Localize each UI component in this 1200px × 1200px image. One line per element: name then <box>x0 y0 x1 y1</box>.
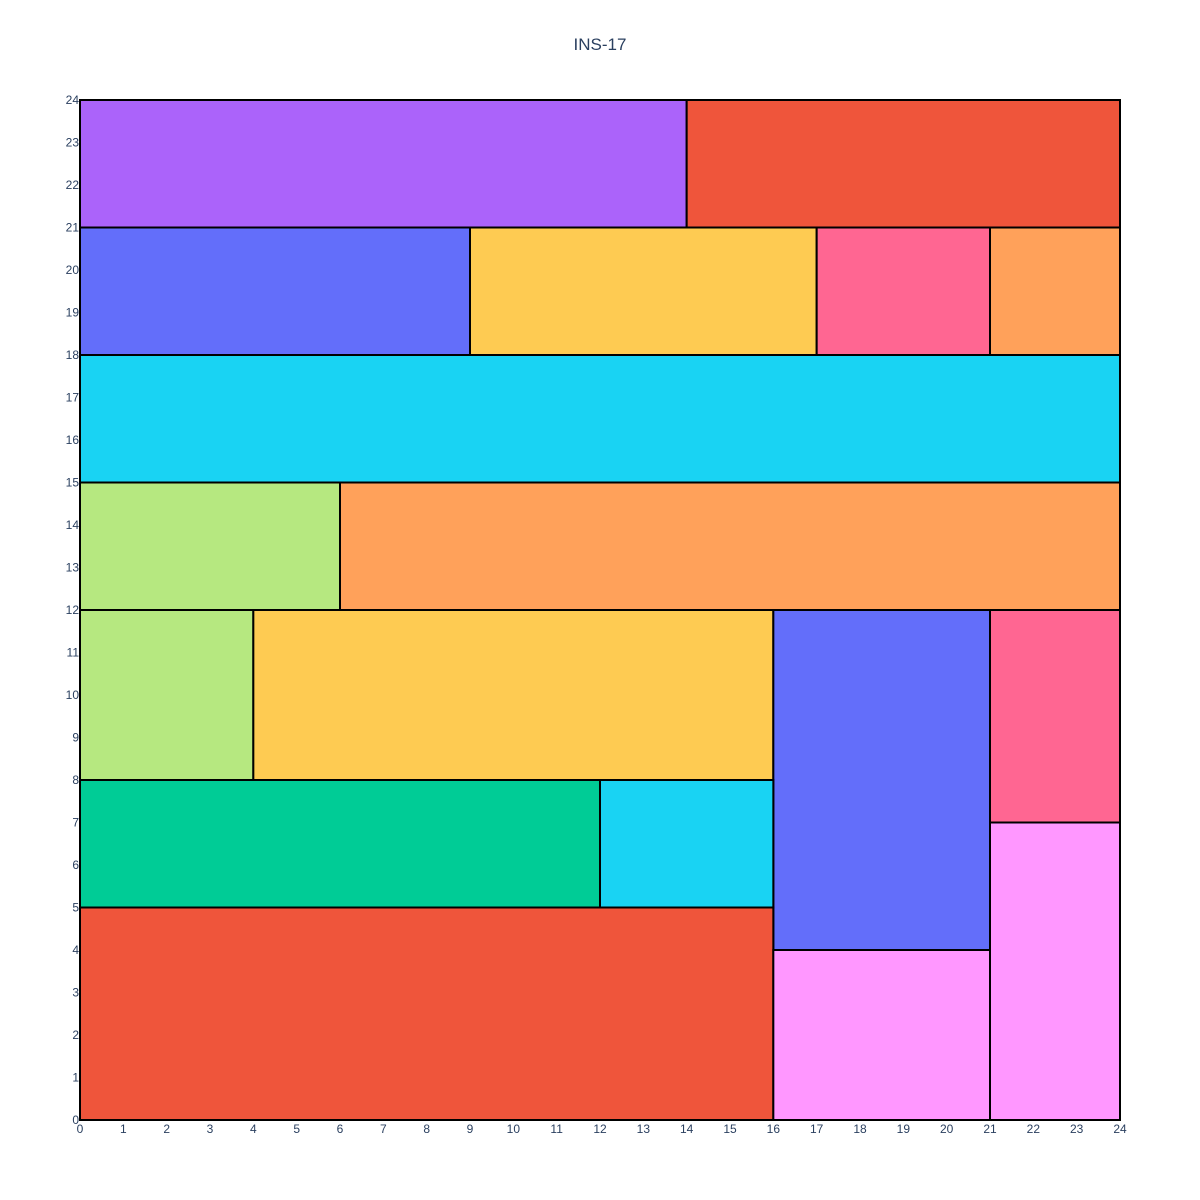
chart-title: INS-17 <box>574 35 627 54</box>
treemap-rect-8 <box>339 481 1121 611</box>
y-tick-label: 14 <box>66 518 80 532</box>
treemap-rect-6 <box>79 354 1121 484</box>
y-tick-label: 8 <box>72 773 79 787</box>
treemap-rect-9 <box>79 609 255 781</box>
treemap-rect-2 <box>79 226 471 356</box>
treemap-rect-0 <box>79 99 688 229</box>
x-tick-label: 1 <box>120 1122 127 1136</box>
x-tick-label: 22 <box>1027 1122 1041 1136</box>
x-tick-label: 16 <box>767 1122 781 1136</box>
treemap-rect-16 <box>772 949 991 1121</box>
x-tick-label: 13 <box>637 1122 651 1136</box>
treemap-rect-10 <box>252 609 775 781</box>
y-tick-label: 16 <box>66 433 80 447</box>
plot-area <box>79 99 1122 1121</box>
y-tick-label: 9 <box>72 731 79 745</box>
x-tick-label: 18 <box>853 1122 867 1136</box>
treemap-rect-4 <box>815 226 992 356</box>
x-tick-label: 9 <box>467 1122 474 1136</box>
x-tick-label: 10 <box>507 1122 521 1136</box>
y-tick-label: 10 <box>66 688 80 702</box>
y-tick-label: 6 <box>72 858 79 872</box>
x-tick-label: 14 <box>680 1122 694 1136</box>
y-tick-label: 18 <box>66 348 80 362</box>
x-tick-label: 23 <box>1070 1122 1084 1136</box>
treemap-rect-7 <box>79 481 341 611</box>
treemap-rect-17 <box>989 821 1121 1121</box>
x-tick-label: 15 <box>723 1122 737 1136</box>
y-tick-label: 3 <box>72 986 79 1000</box>
treemap-rect-14 <box>599 779 775 909</box>
treemap-rect-12 <box>989 609 1121 824</box>
x-tick-label: 21 <box>983 1122 997 1136</box>
x-tick-label: 8 <box>423 1122 430 1136</box>
x-tick-label: 24 <box>1113 1122 1127 1136</box>
y-tick-label: 21 <box>66 221 80 235</box>
treemap-rect-5 <box>989 226 1121 356</box>
x-axis-ticks: 0 1 2 3 4 5 6 7 8 9 10 11 12 13 14 15 16 17 18 19 20 21 22 23 24 <box>77 1122 1127 1136</box>
x-tick-label: 12 <box>593 1122 607 1136</box>
y-tick-label: 23 <box>66 136 80 150</box>
y-tick-label: 15 <box>66 476 80 490</box>
y-tick-label: 19 <box>66 306 80 320</box>
y-tick-label: 13 <box>66 561 80 575</box>
x-tick-label: 0 <box>77 1122 84 1136</box>
x-tick-label: 19 <box>897 1122 911 1136</box>
y-tick-label: 7 <box>72 816 79 830</box>
y-tick-label: 17 <box>66 391 80 405</box>
y-tick-label: 0 <box>72 1113 79 1127</box>
y-tick-label: 11 <box>67 646 80 660</box>
y-tick-label: 20 <box>66 263 80 277</box>
treemap-rect-13 <box>79 779 601 909</box>
treemap-rect-3 <box>469 226 818 356</box>
y-tick-label: 2 <box>72 1028 79 1042</box>
y-tick-label: 1 <box>72 1071 79 1085</box>
x-tick-label: 20 <box>940 1122 954 1136</box>
x-tick-label: 4 <box>250 1122 257 1136</box>
treemap-rect-15 <box>79 906 775 1121</box>
y-tick-label: 4 <box>72 943 79 957</box>
x-tick-label: 5 <box>293 1122 300 1136</box>
y-tick-label: 24 <box>66 93 80 107</box>
x-tick-label: 7 <box>380 1122 387 1136</box>
y-tick-label: 5 <box>72 901 79 915</box>
y-tick-label: 22 <box>66 178 80 192</box>
treemap-rect-1 <box>685 99 1122 229</box>
x-tick-label: 11 <box>550 1122 563 1136</box>
x-tick-label: 2 <box>163 1122 170 1136</box>
treemap-rect-11 <box>772 609 991 951</box>
x-tick-label: 17 <box>810 1122 824 1136</box>
x-tick-label: 3 <box>207 1122 214 1136</box>
y-tick-label: 12 <box>66 603 80 617</box>
x-tick-label: 6 <box>337 1122 344 1136</box>
